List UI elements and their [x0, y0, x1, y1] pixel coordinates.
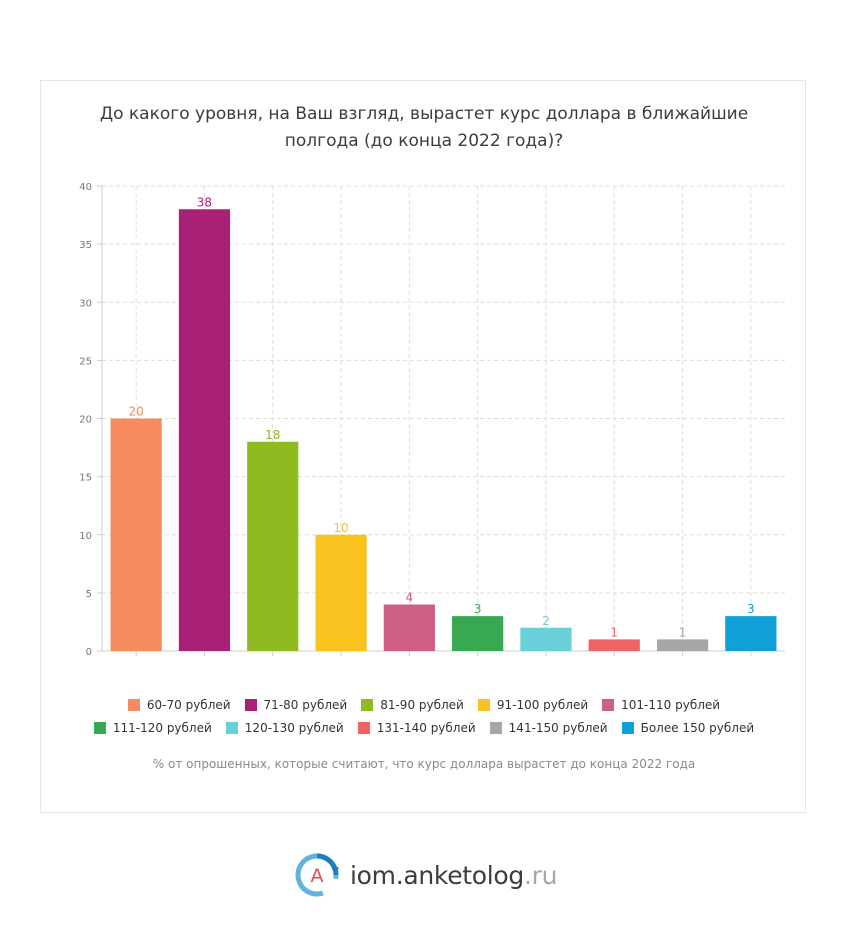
y-tick-label: 30 — [79, 298, 92, 309]
bar-7[interactable] — [520, 627, 572, 651]
logo-letter: A — [311, 865, 324, 887]
legend-swatch — [244, 698, 257, 711]
legend-label: 60-70 рублей — [146, 697, 231, 712]
legend-swatch — [489, 721, 502, 734]
bar-value-label: 1 — [679, 625, 687, 639]
bar-value-label: 4 — [406, 591, 414, 605]
legend-item[interactable]: 111-120 рублей — [93, 720, 212, 735]
y-tick-label: 35 — [79, 240, 92, 251]
legend-item[interactable]: 71-80 рублей — [244, 697, 348, 712]
legend-label: 111-120 рублей — [112, 720, 212, 735]
chart-note: % от опрошенных, которые считают, что ку… — [152, 757, 696, 771]
bar-value-label: 2 — [542, 614, 550, 628]
legend-item[interactable]: 131-140 рублей — [357, 720, 476, 735]
bar-3[interactable] — [247, 441, 299, 651]
legend-label: 131-140 рублей — [376, 720, 476, 735]
legend-label: 120-130 рублей — [244, 720, 344, 735]
legend-item[interactable]: 120-130 рублей — [225, 720, 344, 735]
bar-value-label: 38 — [197, 195, 212, 209]
bars — [110, 209, 777, 652]
bar-6[interactable] — [452, 616, 504, 651]
legend-swatch — [602, 698, 615, 711]
legend-swatch — [127, 698, 140, 711]
bar-10[interactable] — [725, 616, 777, 651]
bar-1[interactable] — [110, 418, 162, 652]
legend-swatch — [477, 698, 490, 711]
legend-label: 101-110 рублей — [621, 697, 721, 712]
legend-item[interactable]: Более 150 рублей — [621, 720, 755, 735]
y-tick-label: 25 — [79, 356, 92, 367]
chart-title-line-2: полгода (до конца 2022 года)? — [284, 131, 564, 151]
legend-swatch — [93, 721, 106, 734]
anketolog-logo-icon: A — [294, 852, 340, 898]
legend-row: 60-70 рублей 71-80 рублей 81-90 рублей 91-1… — [41, 693, 807, 716]
bar-value-label: 20 — [129, 405, 144, 419]
legend-item[interactable]: 101-110 рублей — [602, 698, 720, 712]
brand-name: iom.anketolog.ru — [350, 861, 557, 890]
bar-value-label: 3 — [474, 602, 482, 616]
y-tick-label: 5 — [86, 589, 92, 600]
bar-5[interactable] — [383, 604, 435, 652]
axes: 0 5 10 15 20 25 30 35 40 — [79, 182, 785, 658]
brand-name-main: iom.anketolog — [350, 860, 524, 890]
legend-item[interactable]: 91-100 рублей — [477, 697, 589, 712]
legend-label: 141-150 рублей — [508, 720, 608, 735]
legend-item[interactable]: 81-90 рублей — [361, 698, 464, 712]
legend-swatch — [357, 721, 370, 734]
bar-value-label: 18 — [265, 428, 280, 442]
legend-label: 71-80 рублей — [263, 697, 348, 712]
legend-label: 81-90 рублей — [380, 697, 464, 712]
legend-label: Более 150 рублей — [640, 720, 755, 735]
brand-footer[interactable]: A iom.anketolog.ru — [294, 852, 557, 898]
chart-card: До какого уровня, на Ваш взгляд, вырасте… — [40, 80, 806, 813]
y-tick-label: 20 — [79, 415, 92, 426]
legend-swatch — [621, 721, 634, 734]
chart-legend: 60-70 рублей 71-80 рублей 81-90 рублей 91-1… — [41, 693, 807, 739]
bar-8[interactable] — [588, 639, 640, 651]
y-tick-label: 0 — [86, 647, 92, 658]
legend-swatch — [361, 698, 374, 711]
legend-swatch — [225, 721, 238, 734]
y-tick-label: 40 — [79, 182, 92, 193]
y-tick-label: 10 — [79, 531, 92, 542]
legend-item[interactable]: 141-150 рублей — [489, 720, 608, 735]
legend-item[interactable]: 60-70 рублей — [127, 697, 231, 712]
legend-label: 91-100 рублей — [496, 697, 589, 712]
legend-row: 111-120 рублей 120-130 рублей 131-140 рубл… — [41, 716, 807, 739]
bar-value-label: 1 — [610, 625, 618, 639]
chart-title-line-1: До какого уровня, на Ваш взгляд, вырасте… — [99, 104, 749, 124]
chart-title: До какого уровня, на Ваш взгляд, вырасте… — [41, 101, 807, 155]
bar-2[interactable] — [178, 209, 231, 651]
bar-value-label: 10 — [333, 521, 348, 535]
data-labels: 20 38 18 10 4 3 2 1 1 3 — [129, 195, 755, 639]
y-tick-label: 15 — [79, 473, 92, 484]
bar-chart: 0 5 10 15 20 25 30 35 40 20 38 18 10 4 3 2 1 1 3 — [79, 182, 785, 658]
brand-name-tld: .ru — [523, 860, 558, 890]
bar-4[interactable] — [315, 534, 367, 651]
bar-value-label: 3 — [747, 602, 755, 616]
bar-9[interactable] — [656, 639, 709, 651]
